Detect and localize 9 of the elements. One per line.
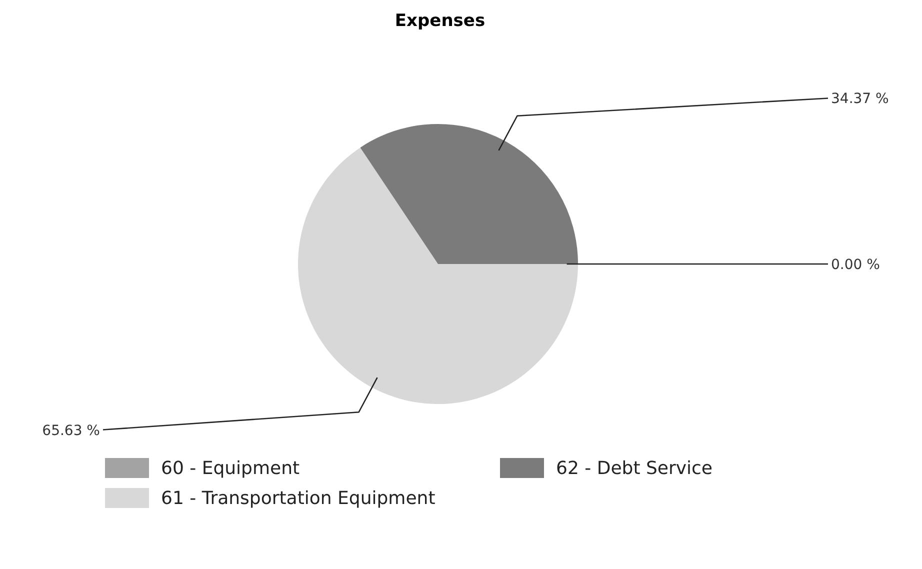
data-label: 34.37 % xyxy=(831,91,889,108)
pie-slice xyxy=(298,148,578,404)
legend-label: 62 - Debt Service xyxy=(556,458,713,479)
text: 0.00 % xyxy=(831,257,880,273)
legend-label: 61 - Transportation Equipment xyxy=(161,488,436,509)
chart-title: Expenses xyxy=(394,11,486,31)
pie-slice xyxy=(360,124,578,264)
data-label: 65.63 % xyxy=(42,422,100,439)
legend-label: 60 - Equipment xyxy=(161,458,300,479)
